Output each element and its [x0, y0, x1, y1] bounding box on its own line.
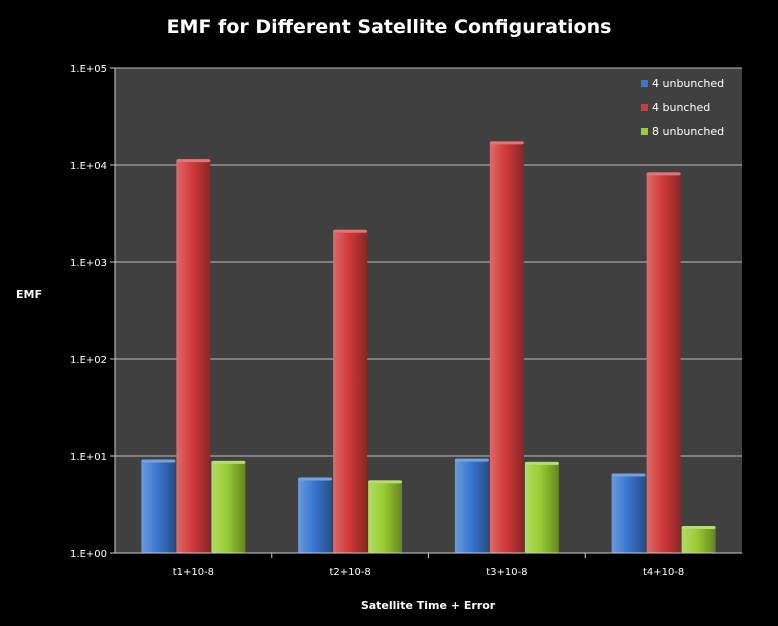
y-tick-label: 1.E+04 — [70, 161, 107, 172]
bar-top-highlight — [681, 525, 716, 529]
plot-area: 1.E+00 1.E+01 1.E+02 1.E+03 1.E+04 1.E+05 t1+1… — [70, 64, 742, 578]
y-tick-label: 1.E+01 — [70, 452, 107, 463]
legend-swatch — [641, 80, 648, 87]
bar-top-highlight — [333, 229, 368, 233]
bar-8-unbunched-2 — [368, 480, 403, 553]
bar-4-bunched-3 — [489, 141, 524, 554]
legend: 4 unbunched 4 bunched 8 unbunched — [641, 77, 724, 138]
bar-8-unbunched-4 — [681, 525, 716, 553]
bar-top-highlight — [646, 172, 681, 176]
bar-8-unbunched-1 — [211, 460, 246, 553]
y-tick-label: 1.E+03 — [70, 258, 107, 269]
y-tick-label: 1.E+05 — [70, 64, 107, 75]
bar-4-unbunched-2 — [298, 477, 333, 553]
bar-top-highlight — [176, 159, 211, 163]
bar-4-bunched-2 — [333, 229, 368, 553]
bar-4-bunched-1 — [176, 159, 211, 553]
legend-swatch — [641, 128, 648, 135]
legend-label: 4 bunched — [652, 101, 710, 114]
chart-title: EMF for Different Satellite Configuratio… — [167, 16, 612, 38]
bar-top-highlight — [141, 459, 176, 463]
bar-4-unbunched-1 — [141, 459, 176, 553]
bar-4-unbunched-3 — [454, 458, 489, 553]
bar-4-bunched-4 — [646, 172, 681, 553]
legend-label: 4 unbunched — [652, 77, 724, 90]
bar-top-highlight — [298, 477, 333, 481]
bar-8-unbunched-3 — [524, 461, 559, 553]
bar-top-highlight — [524, 461, 559, 465]
bar-top-highlight — [211, 460, 246, 464]
bar-top-highlight — [368, 480, 403, 484]
x-tick-label: t3+10-8 — [486, 567, 527, 578]
legend-label: 8 unbunched — [652, 125, 724, 138]
legend-swatch — [641, 104, 648, 111]
bar-top-highlight — [611, 473, 646, 477]
bar-top-highlight — [454, 458, 489, 462]
x-tick-label: t1+10-8 — [173, 567, 214, 578]
x-tick-label: t4+10-8 — [643, 567, 684, 578]
y-tick-label: 1.E+00 — [70, 549, 107, 560]
x-tick-label: t2+10-8 — [329, 567, 370, 578]
bar-top-highlight — [489, 141, 524, 145]
bar-4-unbunched-4 — [611, 473, 646, 553]
x-axis-label: Satellite Time + Error — [361, 599, 496, 612]
y-axis-label: EMF — [16, 288, 42, 301]
y-tick-label: 1.E+02 — [70, 355, 107, 366]
